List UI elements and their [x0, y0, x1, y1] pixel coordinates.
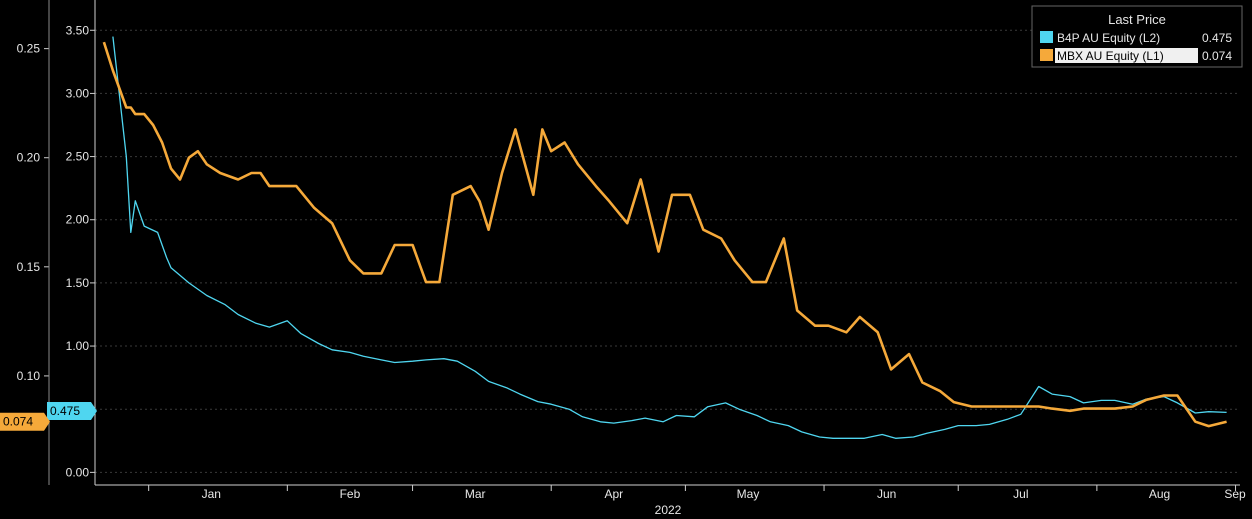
left-axis-tick-label: 0.20 [17, 151, 41, 165]
last-value-label-b4p: 0.475 [50, 404, 80, 418]
right-axis-tick-label: 0.00 [66, 465, 90, 479]
left-axis-tick-label: 0.25 [17, 42, 41, 56]
legend-swatch-mbx [1040, 49, 1053, 61]
legend-label-b4p: B4P AU Equity (L2) [1057, 31, 1160, 45]
left-axis-tick-label: 0.10 [17, 369, 41, 383]
x-axis-tick-label: Sep [1224, 487, 1246, 501]
x-axis-tick-label: Aug [1149, 487, 1170, 501]
legend-value-mbx: 0.074 [1202, 49, 1232, 63]
x-axis-tick-label: Feb [340, 487, 361, 501]
grid [95, 29, 1240, 473]
last-value-tags: 0.475 0.074 [0, 402, 97, 431]
right-axis-tick-label: 2.00 [66, 213, 90, 227]
last-value-tag-b4p [47, 402, 97, 420]
x-axis-tick-label: May [737, 487, 760, 501]
x-axis-tick-label: Mar [465, 487, 486, 501]
legend: Last Price B4P AU Equity (L2) 0.475 MBX … [1031, 5, 1243, 68]
x-axis: Jan Feb Mar Apr May Jun Jul Aug Sep [148, 485, 1246, 501]
last-value-label-mbx: 0.074 [3, 415, 33, 429]
legend-label-mbx-highlight [1055, 48, 1198, 63]
last-value-tag-mbx [0, 412, 50, 431]
legend-value-b4p: 0.475 [1202, 31, 1232, 45]
x-axis-tick-label: Jul [1013, 487, 1028, 501]
series-line-b4p [112, 36, 1227, 439]
right-axis-tick-label: 1.00 [66, 339, 90, 353]
legend-swatch-b4p [1040, 31, 1053, 43]
left-axis-tick-label: 0.15 [17, 260, 41, 274]
right-axis-tick-label: 2.50 [66, 150, 90, 164]
right-axis-tick-label: 3.50 [66, 23, 90, 37]
legend-label-mbx: MBX AU Equity (L1) [1057, 49, 1164, 63]
x-axis-title: 2022 [655, 503, 682, 517]
right-axis-tick-label: 3.00 [66, 86, 90, 100]
x-axis-tick-label: Jan [202, 487, 221, 501]
legend-title: Last Price [1108, 12, 1166, 27]
right-axis-tick-label: 1.50 [66, 276, 90, 290]
x-axis-tick-label: Jun [877, 487, 896, 501]
series-layer [102, 36, 1227, 439]
x-axis-tick-label: Apr [604, 487, 623, 501]
series-line-mbx [102, 41, 1227, 428]
